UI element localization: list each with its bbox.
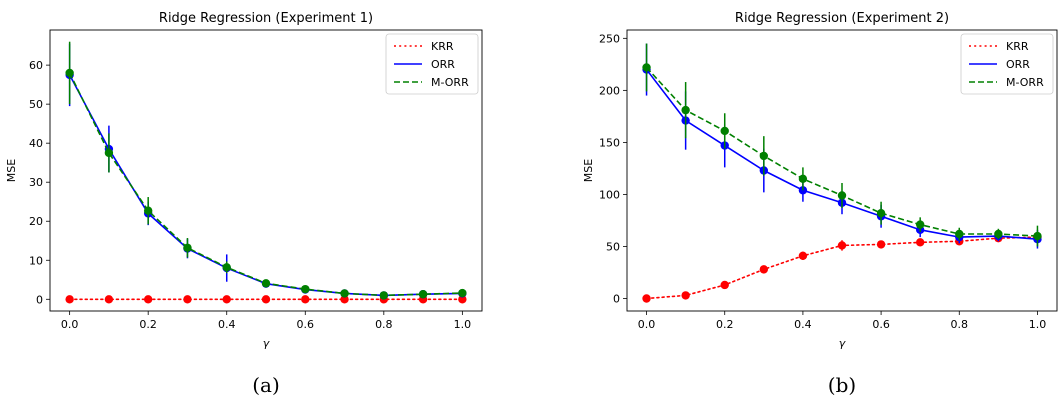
x-axis-label: γ xyxy=(839,337,846,350)
y-tick-label: 200 xyxy=(599,84,620,97)
x-tick-label: 0.8 xyxy=(951,318,969,331)
plot-frame xyxy=(49,29,483,312)
chart-panel-2: Ridge Regression (Experiment 2) 0.0 0.2 0.4… xyxy=(582,11,1058,397)
data-point xyxy=(876,208,886,218)
legend: KRR ORR M-ORR xyxy=(385,33,479,95)
data-point xyxy=(143,295,153,304)
x-tick-label: 0.2 xyxy=(716,318,734,331)
y-tick-label: 100 xyxy=(599,188,620,201)
y-tick-label: 40 xyxy=(29,137,43,150)
data-point xyxy=(222,295,231,304)
x-tick-label: 0.0 xyxy=(638,318,656,331)
series-line xyxy=(68,72,463,297)
x-tick-label: 0.4 xyxy=(218,318,236,331)
data-point xyxy=(720,280,729,290)
legend-label: ORR xyxy=(431,58,455,71)
y-tick-label: 10 xyxy=(29,254,43,267)
data-point xyxy=(143,206,153,215)
plot-frame xyxy=(626,29,1058,312)
y-tick-label: 30 xyxy=(29,176,43,189)
data-point xyxy=(837,241,847,250)
chart-title: Ridge Regression (Experiment 2) xyxy=(735,11,949,26)
data-point xyxy=(379,291,389,300)
series-krr xyxy=(65,295,467,304)
series-krr xyxy=(642,232,1042,303)
x-tick-label: 0.8 xyxy=(375,318,393,331)
y-tick-label: 50 xyxy=(606,240,620,253)
x-tick-label: 0.4 xyxy=(794,318,812,331)
chart-panel-1: Ridge Regression (Experiment 1) 0.0 0.2 0.4… xyxy=(5,11,483,397)
legend-label: M-ORR xyxy=(431,76,469,89)
data-point xyxy=(104,295,114,304)
x-tick-label: 0.0 xyxy=(61,318,79,331)
legend: KRR ORR M-ORR xyxy=(960,33,1054,95)
data-point xyxy=(642,294,651,303)
x-tick-label: 1.0 xyxy=(1029,318,1047,331)
legend-label: KRR xyxy=(1006,40,1029,53)
data-point xyxy=(720,126,729,136)
data-point xyxy=(798,174,808,184)
data-point xyxy=(418,290,428,299)
data-point xyxy=(759,151,769,161)
data-point xyxy=(340,295,349,304)
series-line xyxy=(68,74,463,297)
data-point xyxy=(183,243,192,252)
y-tick-label: 0 xyxy=(613,293,620,306)
legend-box xyxy=(385,33,479,95)
series-m-orr xyxy=(65,41,467,300)
data-point xyxy=(915,220,925,229)
chart-title: Ridge Regression (Experiment 1) xyxy=(159,11,373,26)
data-point xyxy=(261,279,271,288)
data-point xyxy=(222,263,231,272)
data-point xyxy=(65,68,74,78)
data-point xyxy=(458,295,467,304)
y-tick-label: 20 xyxy=(29,215,43,228)
legend-label: M-ORR xyxy=(1006,76,1044,89)
data-point xyxy=(183,295,192,304)
data-point xyxy=(261,295,271,304)
data-point xyxy=(340,289,349,298)
data-point xyxy=(915,238,925,247)
x-tick-label: 0.6 xyxy=(297,318,315,331)
series-m-orr xyxy=(642,43,1042,247)
data-point xyxy=(837,191,847,200)
data-point xyxy=(681,105,690,115)
data-point xyxy=(1033,231,1042,241)
figure-caption: (b) xyxy=(828,373,856,397)
y-axis-label: MSE xyxy=(5,159,18,182)
data-point xyxy=(876,240,886,249)
y-tick-label: 50 xyxy=(29,98,43,111)
figure-caption: (a) xyxy=(252,373,280,397)
data-point xyxy=(301,284,310,294)
data-point xyxy=(301,295,310,304)
y-tick-label: 150 xyxy=(599,136,620,149)
data-point xyxy=(798,251,808,261)
y-tick-label: 250 xyxy=(599,32,620,45)
x-tick-label: 1.0 xyxy=(454,318,472,331)
y-axis-label: MSE xyxy=(582,159,595,182)
data-point xyxy=(994,229,1003,239)
data-point xyxy=(642,63,651,72)
data-point xyxy=(955,229,964,239)
data-point xyxy=(65,295,74,304)
data-point xyxy=(681,291,690,300)
y-tick-label: 60 xyxy=(29,59,43,72)
y-tick-label: 0 xyxy=(36,293,43,306)
legend-label: KRR xyxy=(431,40,454,53)
x-tick-label: 0.2 xyxy=(139,318,157,331)
data-point xyxy=(759,265,769,274)
x-tick-label: 0.6 xyxy=(872,318,890,331)
legend-box xyxy=(960,33,1054,95)
legend-label: ORR xyxy=(1006,58,1030,71)
data-point xyxy=(458,288,467,298)
data-point xyxy=(104,148,114,158)
x-axis-label: γ xyxy=(263,337,270,350)
